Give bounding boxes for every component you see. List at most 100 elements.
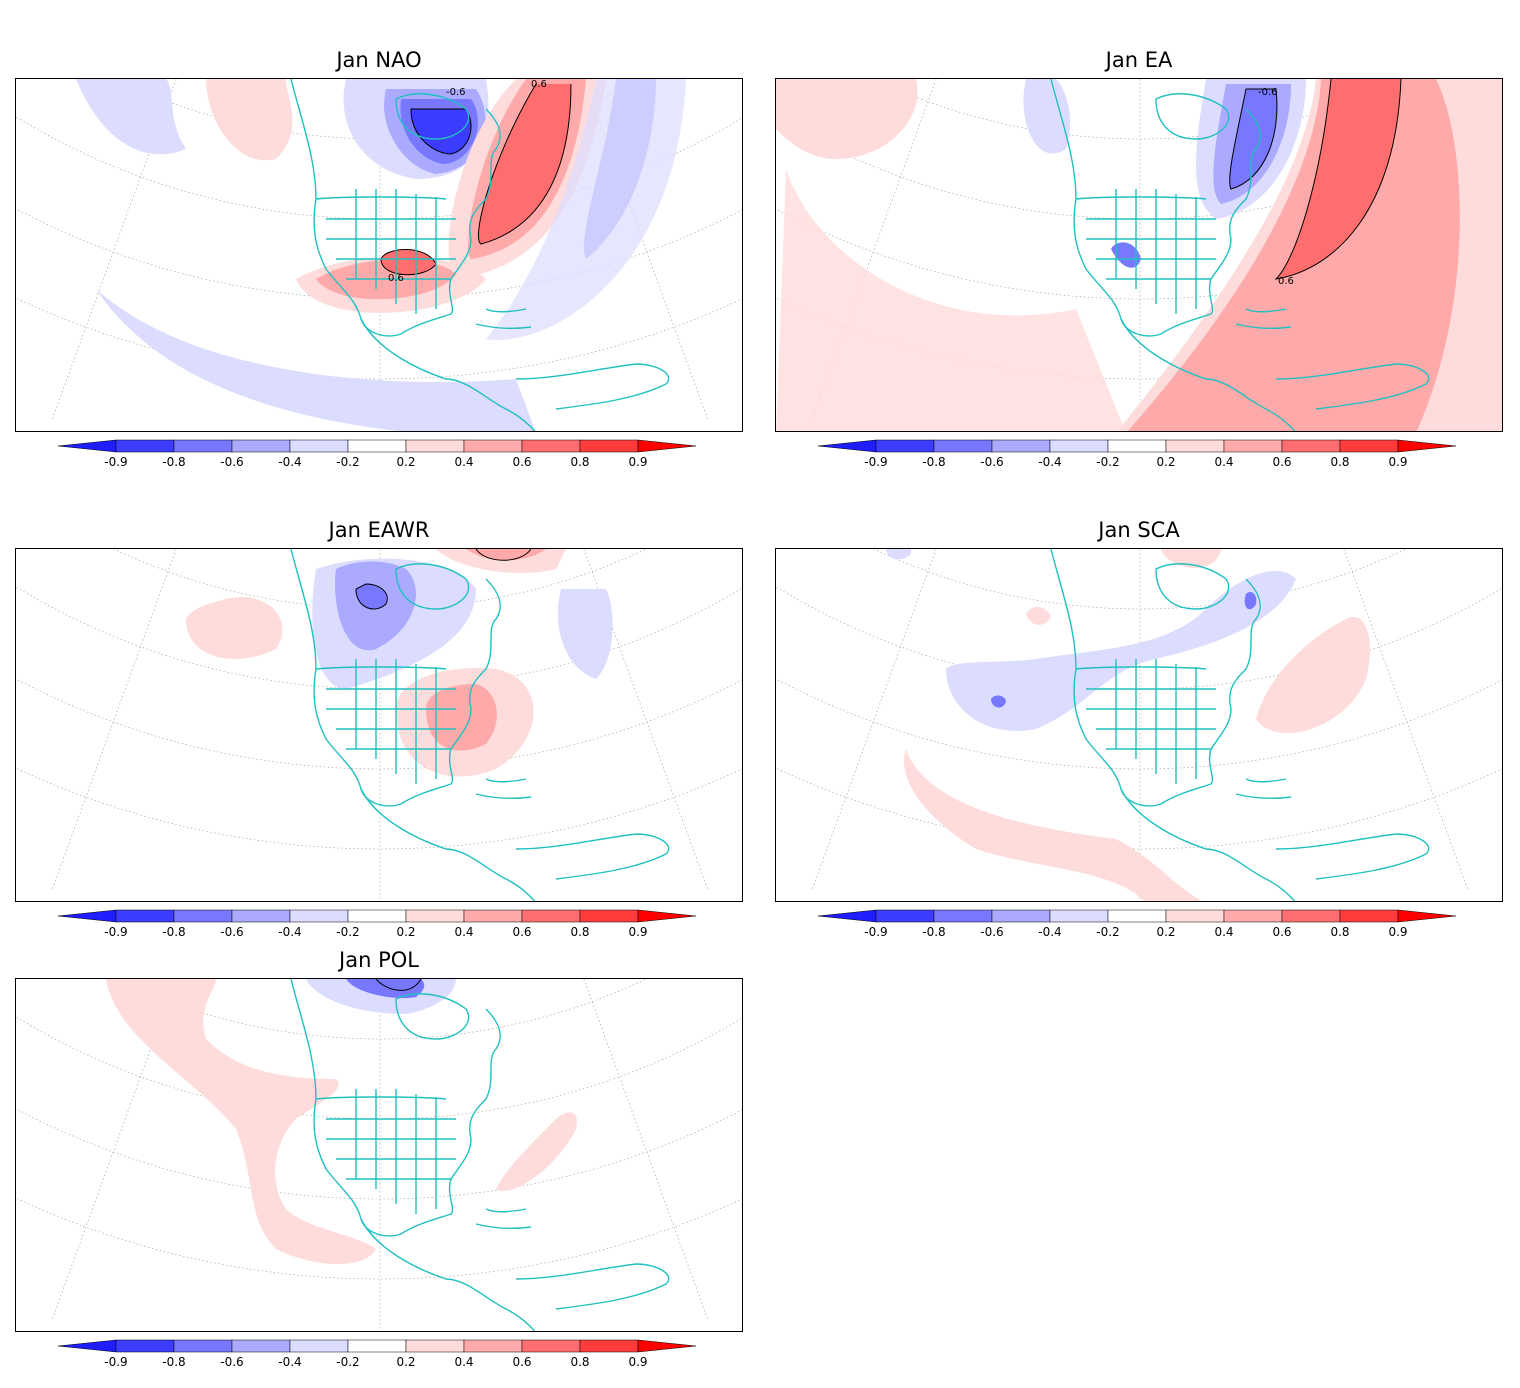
panel-pol: Jan POL -0.9 -0.8 -0.6 -0.4 -0.2 0.2 0.4 0.6 0.8… — [0, 948, 760, 1388]
colorbar-tick-label: 0.9 — [1388, 925, 1407, 939]
colorbar-segment — [1281, 439, 1341, 453]
contour-label: 0.6 — [1278, 276, 1294, 287]
map-sca — [775, 548, 1503, 902]
colorbar-tick-label: -0.6 — [220, 455, 243, 469]
coastline — [1275, 833, 1430, 880]
colorbar: -0.9 -0.8 -0.6 -0.4 -0.2 0.2 0.4 0.6 0.8 0.9 — [818, 439, 1457, 469]
colorbar: -0.9 -0.8 -0.6 -0.4 -0.2 0.2 0.4 0.6 0.8 0.9 — [58, 909, 697, 939]
colorbar-segment — [579, 909, 639, 923]
latitude-line — [873, 549, 1407, 610]
colorbar-segment — [991, 439, 1051, 453]
colorbar-segment — [347, 909, 407, 923]
coastlines — [290, 549, 670, 901]
colorbar-tick-label: 0.2 — [396, 1355, 415, 1369]
colorbar-tick-label: -0.6 — [220, 925, 243, 939]
colorbar-segment — [521, 1339, 581, 1353]
map-field — [776, 549, 1502, 901]
coastlines — [290, 79, 670, 431]
coastline — [515, 1263, 670, 1310]
colorbar-tick-label: 0.6 — [1272, 455, 1291, 469]
colorbar-segment — [1049, 439, 1109, 453]
colorbar-segment — [1107, 909, 1167, 923]
colorbar-segment — [1223, 439, 1283, 453]
colorbar-segment — [1281, 909, 1341, 923]
longitude-line — [776, 549, 947, 724]
coastline — [360, 318, 536, 431]
colorbar-tick-label: -0.4 — [1038, 455, 1061, 469]
colorbar-segment — [933, 439, 993, 453]
colorbar-segment — [1165, 909, 1225, 923]
contour-label: 0.6 — [531, 79, 547, 90]
colorbar-arrow-left — [58, 1339, 117, 1353]
colorbar-tick-label: -0.2 — [336, 925, 359, 939]
graticule — [16, 979, 742, 1331]
colorbar-tick-label: -0.2 — [1096, 925, 1119, 939]
colorbar-tick-label: -0.9 — [864, 455, 887, 469]
coastline — [290, 549, 501, 807]
colorbar: -0.9 -0.8 -0.6 -0.4 -0.2 0.2 0.4 0.6 0.8 0.9 — [58, 439, 697, 469]
coastline — [355, 1089, 437, 1214]
colorbar-segment — [289, 909, 349, 923]
contour-label: 0.6 — [388, 273, 404, 284]
colorbar-segment — [115, 1339, 175, 1353]
colorbar-tick-label: -0.8 — [922, 925, 945, 939]
colorbar-tick-label: -0.8 — [162, 925, 185, 939]
colorbar-arrow-left — [818, 909, 877, 923]
panel-sca: Jan SCA -0.9 -0.8 -0.6 -0.4 -0.2 0.2 0.4 0.6 0.8… — [760, 518, 1520, 958]
colorbar-segment — [579, 1339, 639, 1353]
colorbar-segment — [289, 1339, 349, 1353]
colorbar-tick-label: 0.4 — [1214, 925, 1233, 939]
coastline — [475, 308, 532, 329]
colorbar-tick-label: -0.9 — [864, 925, 887, 939]
contour-label: -0.6 — [1258, 87, 1278, 98]
colorbar-segment — [1339, 909, 1399, 923]
colorbar-tick-label: 0.6 — [512, 455, 531, 469]
colorbar-tick-label: 0.8 — [570, 455, 589, 469]
colorbar: -0.9 -0.8 -0.6 -0.4 -0.2 0.2 0.4 0.6 0.8 0.9 — [58, 1339, 697, 1369]
coastline — [395, 993, 470, 1040]
colorbar-tick-label: 0.6 — [512, 925, 531, 939]
map-field: -0.6 0.6 — [776, 79, 1502, 431]
colorbar-tick-label: -0.2 — [336, 455, 359, 469]
coastline — [1050, 549, 1261, 807]
colorbar-segment — [115, 439, 175, 453]
coastline — [1155, 93, 1230, 140]
panel-title: Jan EAWR — [328, 518, 430, 542]
colorbar-segment — [463, 909, 523, 923]
map-ea: -0.6 0.6 — [775, 78, 1503, 432]
coastlines — [290, 979, 670, 1331]
panel-eawr: Jan EAWR -0.9 -0.8 -0.6 -0.4 -0.2 0.2 0.4 0.6 0.… — [0, 518, 760, 958]
map-nao: -0.6 0.6 0.6 — [15, 78, 743, 432]
colorbar-tick-label: -0.9 — [104, 455, 127, 469]
colorbar-tick-label: 0.2 — [1156, 925, 1175, 939]
colorbar-tick-label: -0.6 — [980, 925, 1003, 939]
colorbar-segment — [231, 1339, 291, 1353]
coastline — [290, 979, 501, 1237]
colorbar-tick-label: -0.8 — [162, 455, 185, 469]
colorbar-arrow-left — [58, 909, 117, 923]
coastline — [1275, 363, 1430, 410]
graticule — [16, 549, 742, 901]
colorbar-segment — [173, 439, 233, 453]
colorbar-tick-label: -0.4 — [278, 455, 301, 469]
colorbar-segment — [405, 909, 465, 923]
colorbar-tick-label: 0.9 — [628, 1355, 647, 1369]
coastline — [315, 1096, 456, 1180]
colorbar-segment — [1339, 439, 1399, 453]
colorbar-tick-label: 0.2 — [1156, 455, 1175, 469]
colorbar-tick-label: 0.8 — [570, 925, 589, 939]
colorbar-segment — [933, 909, 993, 923]
map-field: -0.6 0.6 0.6 — [16, 79, 742, 431]
colorbar-tick-label: -0.4 — [278, 925, 301, 939]
colorbar-arrow-right — [1397, 439, 1457, 453]
colorbar-tick-label: 0.8 — [1330, 925, 1349, 939]
coastline — [360, 788, 536, 901]
colorbar-segment — [231, 439, 291, 453]
colorbar-tick-label: -0.8 — [162, 1355, 185, 1369]
coastlines — [1050, 549, 1430, 901]
colorbar-segment — [875, 439, 935, 453]
coastline — [395, 93, 470, 140]
colorbar-tick-label: -0.2 — [336, 1355, 359, 1369]
graticule — [776, 549, 1502, 901]
coastline — [1075, 196, 1216, 280]
